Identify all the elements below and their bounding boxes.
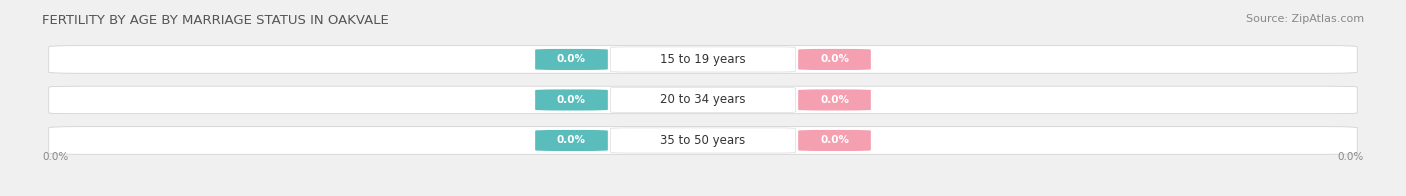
Text: 0.0%: 0.0% xyxy=(557,95,586,105)
Text: 35 to 50 years: 35 to 50 years xyxy=(661,134,745,147)
Text: 0.0%: 0.0% xyxy=(557,54,586,64)
FancyBboxPatch shape xyxy=(610,87,796,113)
Text: Source: ZipAtlas.com: Source: ZipAtlas.com xyxy=(1246,14,1364,24)
Text: 0.0%: 0.0% xyxy=(820,54,849,64)
Text: 20 to 34 years: 20 to 34 years xyxy=(661,93,745,106)
Text: 15 to 19 years: 15 to 19 years xyxy=(661,53,745,66)
FancyBboxPatch shape xyxy=(536,49,607,70)
FancyBboxPatch shape xyxy=(49,86,1357,114)
Text: 0.0%: 0.0% xyxy=(820,95,849,105)
FancyBboxPatch shape xyxy=(799,130,870,151)
FancyBboxPatch shape xyxy=(610,47,796,72)
FancyBboxPatch shape xyxy=(49,46,1357,73)
Text: 0.0%: 0.0% xyxy=(557,135,586,145)
FancyBboxPatch shape xyxy=(536,130,607,151)
Text: 0.0%: 0.0% xyxy=(820,135,849,145)
FancyBboxPatch shape xyxy=(799,89,870,111)
Text: 0.0%: 0.0% xyxy=(1337,152,1364,162)
Text: 0.0%: 0.0% xyxy=(42,152,69,162)
Text: FERTILITY BY AGE BY MARRIAGE STATUS IN OAKVALE: FERTILITY BY AGE BY MARRIAGE STATUS IN O… xyxy=(42,14,389,27)
FancyBboxPatch shape xyxy=(536,89,607,111)
FancyBboxPatch shape xyxy=(799,49,870,70)
FancyBboxPatch shape xyxy=(49,127,1357,154)
FancyBboxPatch shape xyxy=(610,128,796,153)
